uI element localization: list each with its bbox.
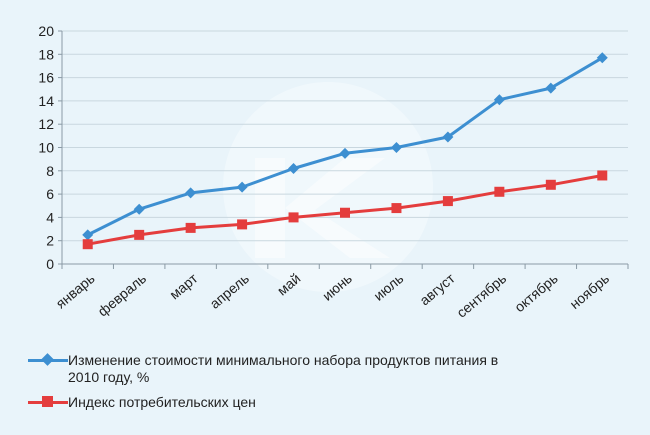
x-tick-label: февраль	[95, 270, 150, 319]
data-point-square	[134, 229, 145, 240]
data-point-diamond	[288, 162, 300, 174]
series-group	[82, 52, 608, 250]
legend-label-cpi: Индекс потребительских цен	[68, 394, 256, 410]
x-tick-label: август	[416, 270, 458, 309]
data-point-diamond	[185, 187, 197, 199]
watermark-circle	[223, 82, 433, 292]
series-1	[82, 52, 608, 241]
x-tick-label: сентябрь	[453, 270, 509, 321]
data-point-diamond	[82, 229, 94, 241]
y-tick-label: 18	[38, 46, 54, 62]
data-point-square	[185, 222, 196, 233]
watermark-k-arm	[285, 158, 390, 258]
x-tick-label: январь	[53, 270, 98, 311]
y-tick-label: 16	[38, 70, 54, 86]
y-tick-label: 12	[38, 116, 54, 132]
data-point-diamond	[493, 94, 505, 106]
y-tick-label: 6	[46, 186, 54, 202]
x-tick-label: март	[166, 270, 201, 303]
data-point-square	[82, 239, 93, 250]
y-tick-label: 20	[38, 23, 54, 39]
data-point-square	[340, 207, 350, 218]
data-point-square	[597, 170, 608, 181]
x-tick-label: октябрь	[511, 270, 560, 315]
x-tick-label: апрель	[207, 270, 252, 312]
x-tick-label: ноябрь	[567, 270, 613, 312]
y-tick-label: 10	[38, 140, 54, 156]
y-tick-labels: 0 2 4 6 8 10 12 14 16 18 20	[38, 23, 54, 272]
data-point-square	[545, 179, 556, 190]
data-point-square	[288, 212, 299, 223]
y-tick-label: 0	[46, 256, 54, 272]
legend-swatch-diamond	[28, 352, 68, 368]
data-point-diamond	[442, 131, 454, 143]
legend-item-cpi: Индекс потребительских цен	[28, 394, 628, 411]
data-point-diamond	[339, 147, 351, 159]
y-tick-label: 14	[38, 93, 54, 109]
data-point-square	[494, 186, 505, 197]
y-tick-label: 4	[46, 209, 54, 225]
data-point-diamond	[390, 142, 402, 153]
series-2	[82, 170, 608, 250]
data-point-square	[442, 196, 453, 207]
data-point-diamond	[596, 52, 608, 64]
y-tick-label: 8	[46, 163, 54, 179]
data-point-diamond	[236, 181, 248, 193]
axes	[58, 30, 629, 269]
data-point-diamond	[545, 82, 557, 94]
grid-lines	[62, 30, 628, 242]
legend-swatch-square	[28, 394, 68, 410]
data-point-square	[391, 203, 402, 214]
legend: Изменение стоимости минимального набора …	[28, 352, 628, 419]
data-point-square	[237, 219, 248, 230]
y-tick-label: 2	[46, 233, 54, 249]
legend-label-food-cost: Изменение стоимости минимального набора …	[68, 352, 499, 385]
legend-item-food-cost: Изменение стоимости минимального набора …	[28, 352, 628, 386]
data-point-diamond	[133, 203, 145, 215]
kf-watermark-logo	[223, 82, 433, 292]
